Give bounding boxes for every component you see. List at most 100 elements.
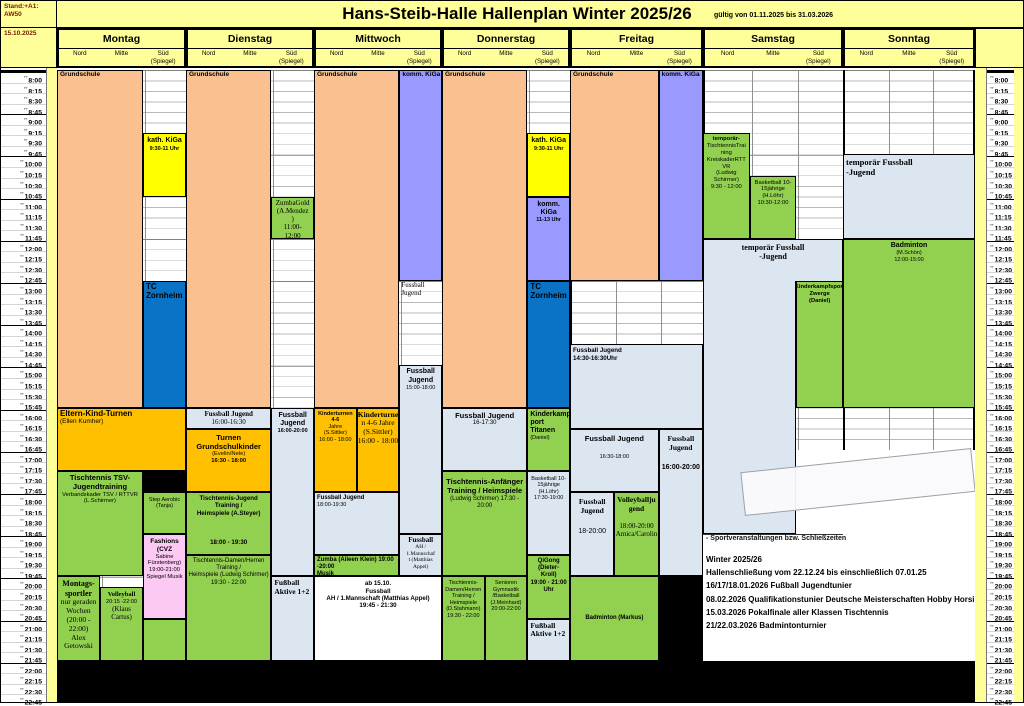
day-header-samstag: Samstag Nord Mitte Süd (Spiegel) [703,28,843,68]
event-text: (Daniel) [530,435,550,442]
time-text: 21:30 [994,646,1012,654]
time-superscript: °° [990,254,994,260]
event-block: Fussball Jugend 14:30-16:30Uhr [570,344,703,429]
event-text: (J.Meinhard) [490,599,522,606]
time-label: °°12:00 [987,240,1014,253]
time-superscript: °° [20,602,24,608]
time-label: °°18:45 [0,525,46,538]
time-superscript: °° [990,402,994,408]
time-superscript: °° [990,275,994,281]
event-text: (S.Sittler) [323,430,347,437]
time-label: °°13:45 [0,314,46,327]
time-label: °°22:15 [987,673,1014,686]
time-superscript: °° [20,570,24,576]
legend-caption: - Sportveranstaltungen bzw. Schließzeite… [706,535,847,542]
event-text: Jugend [401,289,422,298]
event-text: Fussball [578,497,606,506]
time-label: °°20:45 [987,610,1014,622]
time-superscript: °° [20,623,24,629]
time-text: 16:45 [994,446,1012,454]
subcolumn-label: Süd [812,50,824,57]
time-label: °°10:00 [987,156,1014,169]
time-label: °°19:00 [0,536,46,548]
event-text: Step Aerobic [148,497,181,503]
time-text: 9:45 [994,151,1009,159]
time-superscript: °° [990,222,994,228]
time-label: °°9:45 [0,145,46,158]
subcolumn-header-sued: Süd (Spiegel) [527,49,568,67]
time-superscript: °° [20,307,24,313]
time-superscript: °° [990,686,994,692]
event-text: komm. KiGa [537,200,560,216]
time-label: °°20:00 [0,578,46,591]
time-text: 11:30 [24,224,42,232]
time-superscript: °° [20,191,24,197]
event-block: Kinderkampfsport Zwerge (Daniel) [796,281,843,408]
time-label: °°18:00 [987,494,1014,506]
time-text: 14:45 [994,362,1012,370]
time-label: °°21:45 [987,652,1014,665]
event-text: Kroll) [540,572,557,579]
time-column-left: °°8:00 °°8:15 °°8:30 °°8:45 °°9:00 °°9:15 °°9:… [0,70,46,706]
time-label: °°8:15 [0,82,46,95]
time-text: 9:00 [994,119,1009,127]
subcolumn-label: Mitte [114,50,129,57]
subcolumn-header-nord: Nord [705,49,750,67]
time-text: 13:00 [24,288,42,296]
event-text: 16:00-20:00 [661,464,700,472]
time-superscript: °° [990,243,994,249]
time-text: 22:45 [24,699,42,706]
time-superscript: °° [20,634,24,640]
time-superscript: °° [20,655,24,661]
time-label: °°19:15 [0,546,46,559]
time-superscript: °° [990,307,994,313]
time-label: °°8:00 [987,72,1014,84]
time-superscript: °° [990,623,994,629]
time-text: 9:30 [994,140,1009,148]
time-superscript: °° [990,391,994,397]
time-superscript: °° [20,159,24,165]
event-text: Uhr [543,586,554,593]
event-block: Kinderkampfsport Titanen(Daniel) [527,407,570,471]
time-label: °°8:15 [987,82,1014,95]
event-text: Alex [71,632,86,642]
time-label: °°9:30 [0,135,46,148]
time-text: 12:00 [24,246,42,254]
time-superscript: °° [20,549,24,555]
time-label: °°21:00 [987,620,1014,633]
event-text: 11:00- [283,223,302,232]
event-text: Heimspiele (Ludwig Schirmer) [188,572,269,579]
time-label: °°19:15 [987,546,1014,559]
subcolumn-label: Mitte [243,50,257,57]
time-label: °°10:45 [987,188,1014,200]
time-superscript: °° [20,497,24,502]
event-text: Fussball [278,411,307,419]
event-text: KreiskaderRTT VR [706,156,746,170]
event-text: AH / [415,544,427,551]
time-label: °°9:30 [987,135,1014,148]
time-text: 14:45 [24,362,42,370]
time-label: °°20:00 [987,578,1014,591]
time-label: °°15:30 [987,388,1014,401]
validity-note: gültig von 01.11.2025 bis 31.03.2026 [714,12,834,19]
time-label: °°15:45 [0,399,46,411]
time-superscript: °° [20,507,24,513]
time-text: 22:00 [994,668,1012,676]
event-text: 16:00 - 18:00 [319,436,352,443]
time-label: °°13:30 [987,304,1014,316]
time-superscript: °° [990,148,994,154]
time-text: 9:00 [28,119,42,127]
time-label: °°14:30 [987,346,1014,359]
time-superscript: °° [990,602,994,608]
time-label: °°19:45 [0,567,46,580]
time-label: °°21:45 [0,652,46,665]
event-text: Fussball [365,587,391,595]
subcolumn-header-nord: Nord [316,49,357,67]
time-label: °°22:00 [0,662,46,675]
event-text: (A.Mendez [276,206,309,215]
time-superscript: °° [990,549,994,555]
time-text: 18:00 [24,499,42,507]
time-superscript: °° [20,433,24,439]
event-text: Eltern-Kind-Turnen [60,408,133,418]
time-text: 17:00 [24,457,42,465]
